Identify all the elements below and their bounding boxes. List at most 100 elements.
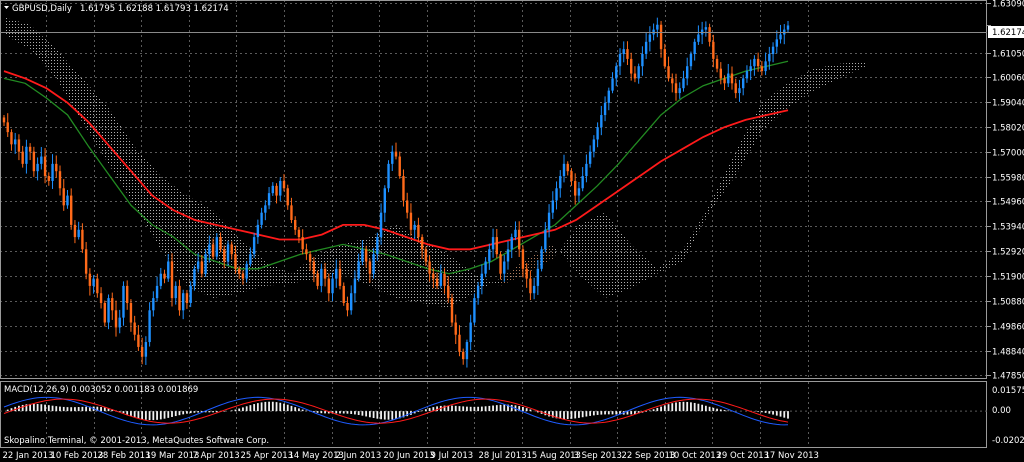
candle[interactable] [215,232,218,260]
candle[interactable] [25,139,28,174]
candle[interactable] [211,238,215,260]
candle[interactable] [301,229,304,255]
candle[interactable] [499,251,502,280]
candle[interactable] [503,254,506,282]
candle[interactable] [428,255,431,282]
candle[interactable] [316,270,319,290]
candle[interactable] [667,56,670,82]
candle[interactable] [77,221,80,240]
candle[interactable] [260,207,263,229]
candle[interactable] [577,182,581,203]
candle[interactable] [641,46,644,76]
candle[interactable] [566,161,569,176]
candle[interactable] [432,267,435,289]
candle[interactable] [480,264,484,295]
candle[interactable] [372,248,375,279]
candle[interactable] [469,314,472,351]
candle[interactable] [364,245,368,268]
candle[interactable] [715,55,719,73]
candle[interactable] [92,275,95,294]
candle[interactable] [682,70,685,92]
candle[interactable] [749,59,752,81]
candle[interactable] [588,145,592,168]
candle[interactable] [144,336,148,365]
candle[interactable] [267,186,271,210]
candle[interactable] [14,132,17,154]
candle[interactable] [473,293,476,326]
candle[interactable] [36,157,39,181]
candle[interactable] [525,263,528,288]
candle[interactable] [387,160,390,193]
candle[interactable] [185,289,189,309]
candle[interactable] [103,300,106,327]
candle[interactable] [133,315,136,341]
candle[interactable] [264,200,267,221]
candle[interactable] [17,134,21,161]
candle[interactable] [256,219,260,244]
candle[interactable] [454,314,457,345]
candle[interactable] [58,165,62,196]
candle[interactable] [230,241,233,260]
candle[interactable] [544,222,547,253]
candle[interactable] [331,272,334,302]
candle[interactable] [409,203,413,236]
candle[interactable] [167,253,170,282]
candle[interactable] [327,273,330,302]
candle[interactable] [570,168,573,186]
candle[interactable] [398,151,401,179]
candle[interactable] [305,243,308,260]
candle[interactable] [465,339,469,368]
candle[interactable] [350,285,353,315]
candle[interactable] [208,235,211,263]
candle[interactable] [84,242,88,280]
candle[interactable] [286,184,289,210]
candle[interactable] [353,270,357,303]
candle[interactable] [379,203,383,245]
candle[interactable] [413,220,416,239]
candle[interactable] [51,154,54,189]
candle[interactable] [637,63,640,84]
candle[interactable] [196,253,200,273]
candle[interactable] [514,221,517,241]
candle[interactable] [62,179,65,211]
candle[interactable] [738,79,741,102]
candle[interactable] [320,263,323,293]
candle[interactable] [581,167,584,192]
candle[interactable] [275,183,278,204]
candle[interactable] [697,25,700,45]
candle[interactable] [43,148,47,184]
candle[interactable] [559,170,562,198]
candle[interactable] [756,52,760,72]
candle[interactable] [458,325,461,357]
candle[interactable] [241,270,245,285]
candle[interactable] [607,87,610,111]
candle[interactable] [450,293,454,327]
candle[interactable] [518,221,521,258]
candle[interactable] [745,65,749,83]
candle[interactable] [47,172,50,186]
candle[interactable] [719,62,722,85]
candle[interactable] [189,281,192,308]
candle[interactable] [88,268,92,296]
candle[interactable] [346,296,349,317]
candle[interactable] [562,154,566,183]
candle[interactable] [140,337,144,365]
macd-panel[interactable]: MACD(12,26,9) 0.003052 0.001183 0.001869… [0,381,1024,448]
candle[interactable] [376,232,379,261]
candle[interactable] [182,289,185,320]
candle[interactable] [163,269,166,284]
candle[interactable] [122,281,125,326]
candle[interactable] [10,129,13,151]
candle[interactable] [424,246,428,266]
candle[interactable] [312,257,316,283]
candle[interactable] [394,142,398,160]
candle[interactable] [21,145,24,168]
candle[interactable] [786,21,790,33]
candle[interactable] [2,115,6,127]
candle[interactable] [693,38,696,61]
candle[interactable] [495,228,498,259]
candle[interactable] [66,189,69,209]
candle[interactable] [742,74,745,96]
